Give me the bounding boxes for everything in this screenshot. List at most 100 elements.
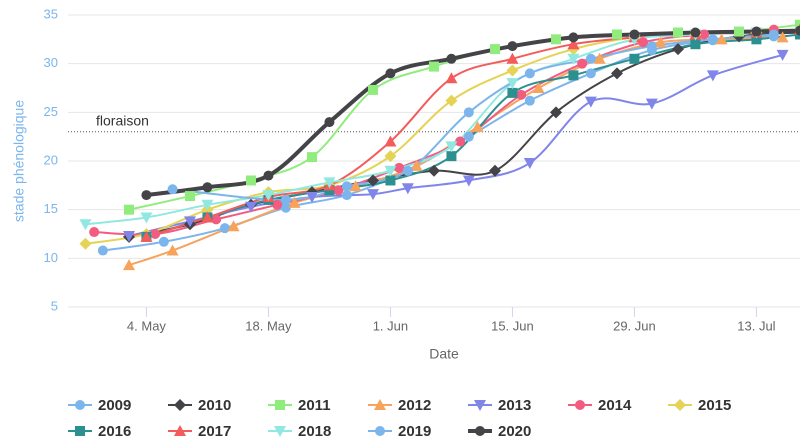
marker [645,98,658,110]
marker [262,190,275,202]
marker [140,230,153,242]
marker [776,31,789,43]
legend-item[interactable]: 2010 [168,397,231,414]
marker [272,199,283,210]
marker [673,27,683,38]
legend-item[interactable]: 2018 [268,423,331,439]
marker [184,216,196,228]
legend-label: 2011 [298,397,331,414]
marker [489,164,501,177]
marker [341,190,352,201]
marker [201,199,214,211]
legend-label: 2018 [298,423,331,439]
marker [211,214,222,225]
legend-item[interactable]: 2011 [268,397,331,414]
marker [585,68,596,79]
marker [575,400,585,410]
marker [445,72,458,84]
legend-item[interactable]: 2017 [168,423,231,439]
marker [402,165,413,176]
marker [690,27,701,38]
marker [384,165,397,177]
marker [567,38,580,50]
marker [471,120,484,132]
marker [776,49,789,61]
marker [324,117,335,128]
marker [219,223,230,234]
marker [699,29,710,40]
marker [323,177,336,189]
marker [507,41,518,52]
marker [629,29,640,40]
marker [629,53,640,64]
marker [524,95,535,106]
legend-item[interactable]: 2019 [368,423,431,439]
legend-label: 2009 [98,397,131,414]
legend-label: 2014 [598,397,632,414]
marker [79,237,92,250]
legend-label: 2017 [198,423,231,439]
marker [463,131,474,142]
marker [89,227,100,238]
marker [445,94,458,107]
x-tick-label: 4. May [127,318,167,333]
series-line [172,33,774,201]
marker [349,180,362,192]
legend-label: 2015 [698,397,731,414]
y-axis-title: stade phénologique [11,100,27,222]
marker [507,87,518,98]
marker [751,34,762,45]
marker [654,36,667,48]
marker [585,53,596,64]
marker [462,175,475,187]
marker [140,212,153,224]
marker [506,78,519,90]
legend-item[interactable]: 2016 [68,423,131,439]
marker [795,19,800,30]
marker [288,196,301,208]
marker [401,183,414,195]
marker [280,194,291,205]
marker [446,151,457,162]
marker [428,164,440,177]
marker [385,68,396,79]
marker [532,82,545,93]
marker [638,37,649,48]
marker [274,426,286,437]
legend-item[interactable]: 2014 [568,397,632,414]
x-tick-label: 29. Jun [613,318,656,333]
marker [202,182,213,193]
marker [158,236,169,247]
legend-item[interactable]: 2020 [468,423,531,439]
marker [577,58,588,69]
x-tick-label: 15. Jun [491,318,534,333]
legend-item[interactable]: 2015 [668,397,731,414]
marker [201,211,214,223]
legend-item[interactable]: 2013 [468,397,531,414]
marker [551,34,561,45]
marker [368,84,378,95]
marker [674,399,686,411]
marker [75,400,85,410]
marker [124,204,134,215]
marker [455,136,466,147]
marker [474,400,486,411]
marker [375,426,385,436]
legend-item[interactable]: 2012 [368,397,431,414]
marker [446,53,457,64]
marker [706,70,719,82]
marker [612,29,622,40]
marker [707,34,718,45]
marker [306,192,318,204]
marker [123,230,135,242]
marker [463,107,474,118]
marker [385,175,396,186]
marker [506,52,519,64]
marker [123,259,135,271]
marker [245,201,257,213]
legend-item[interactable]: 2009 [68,397,131,414]
marker [672,43,684,56]
marker [185,191,195,202]
x-tick-label: 1. Jun [373,318,408,333]
marker [75,426,85,436]
